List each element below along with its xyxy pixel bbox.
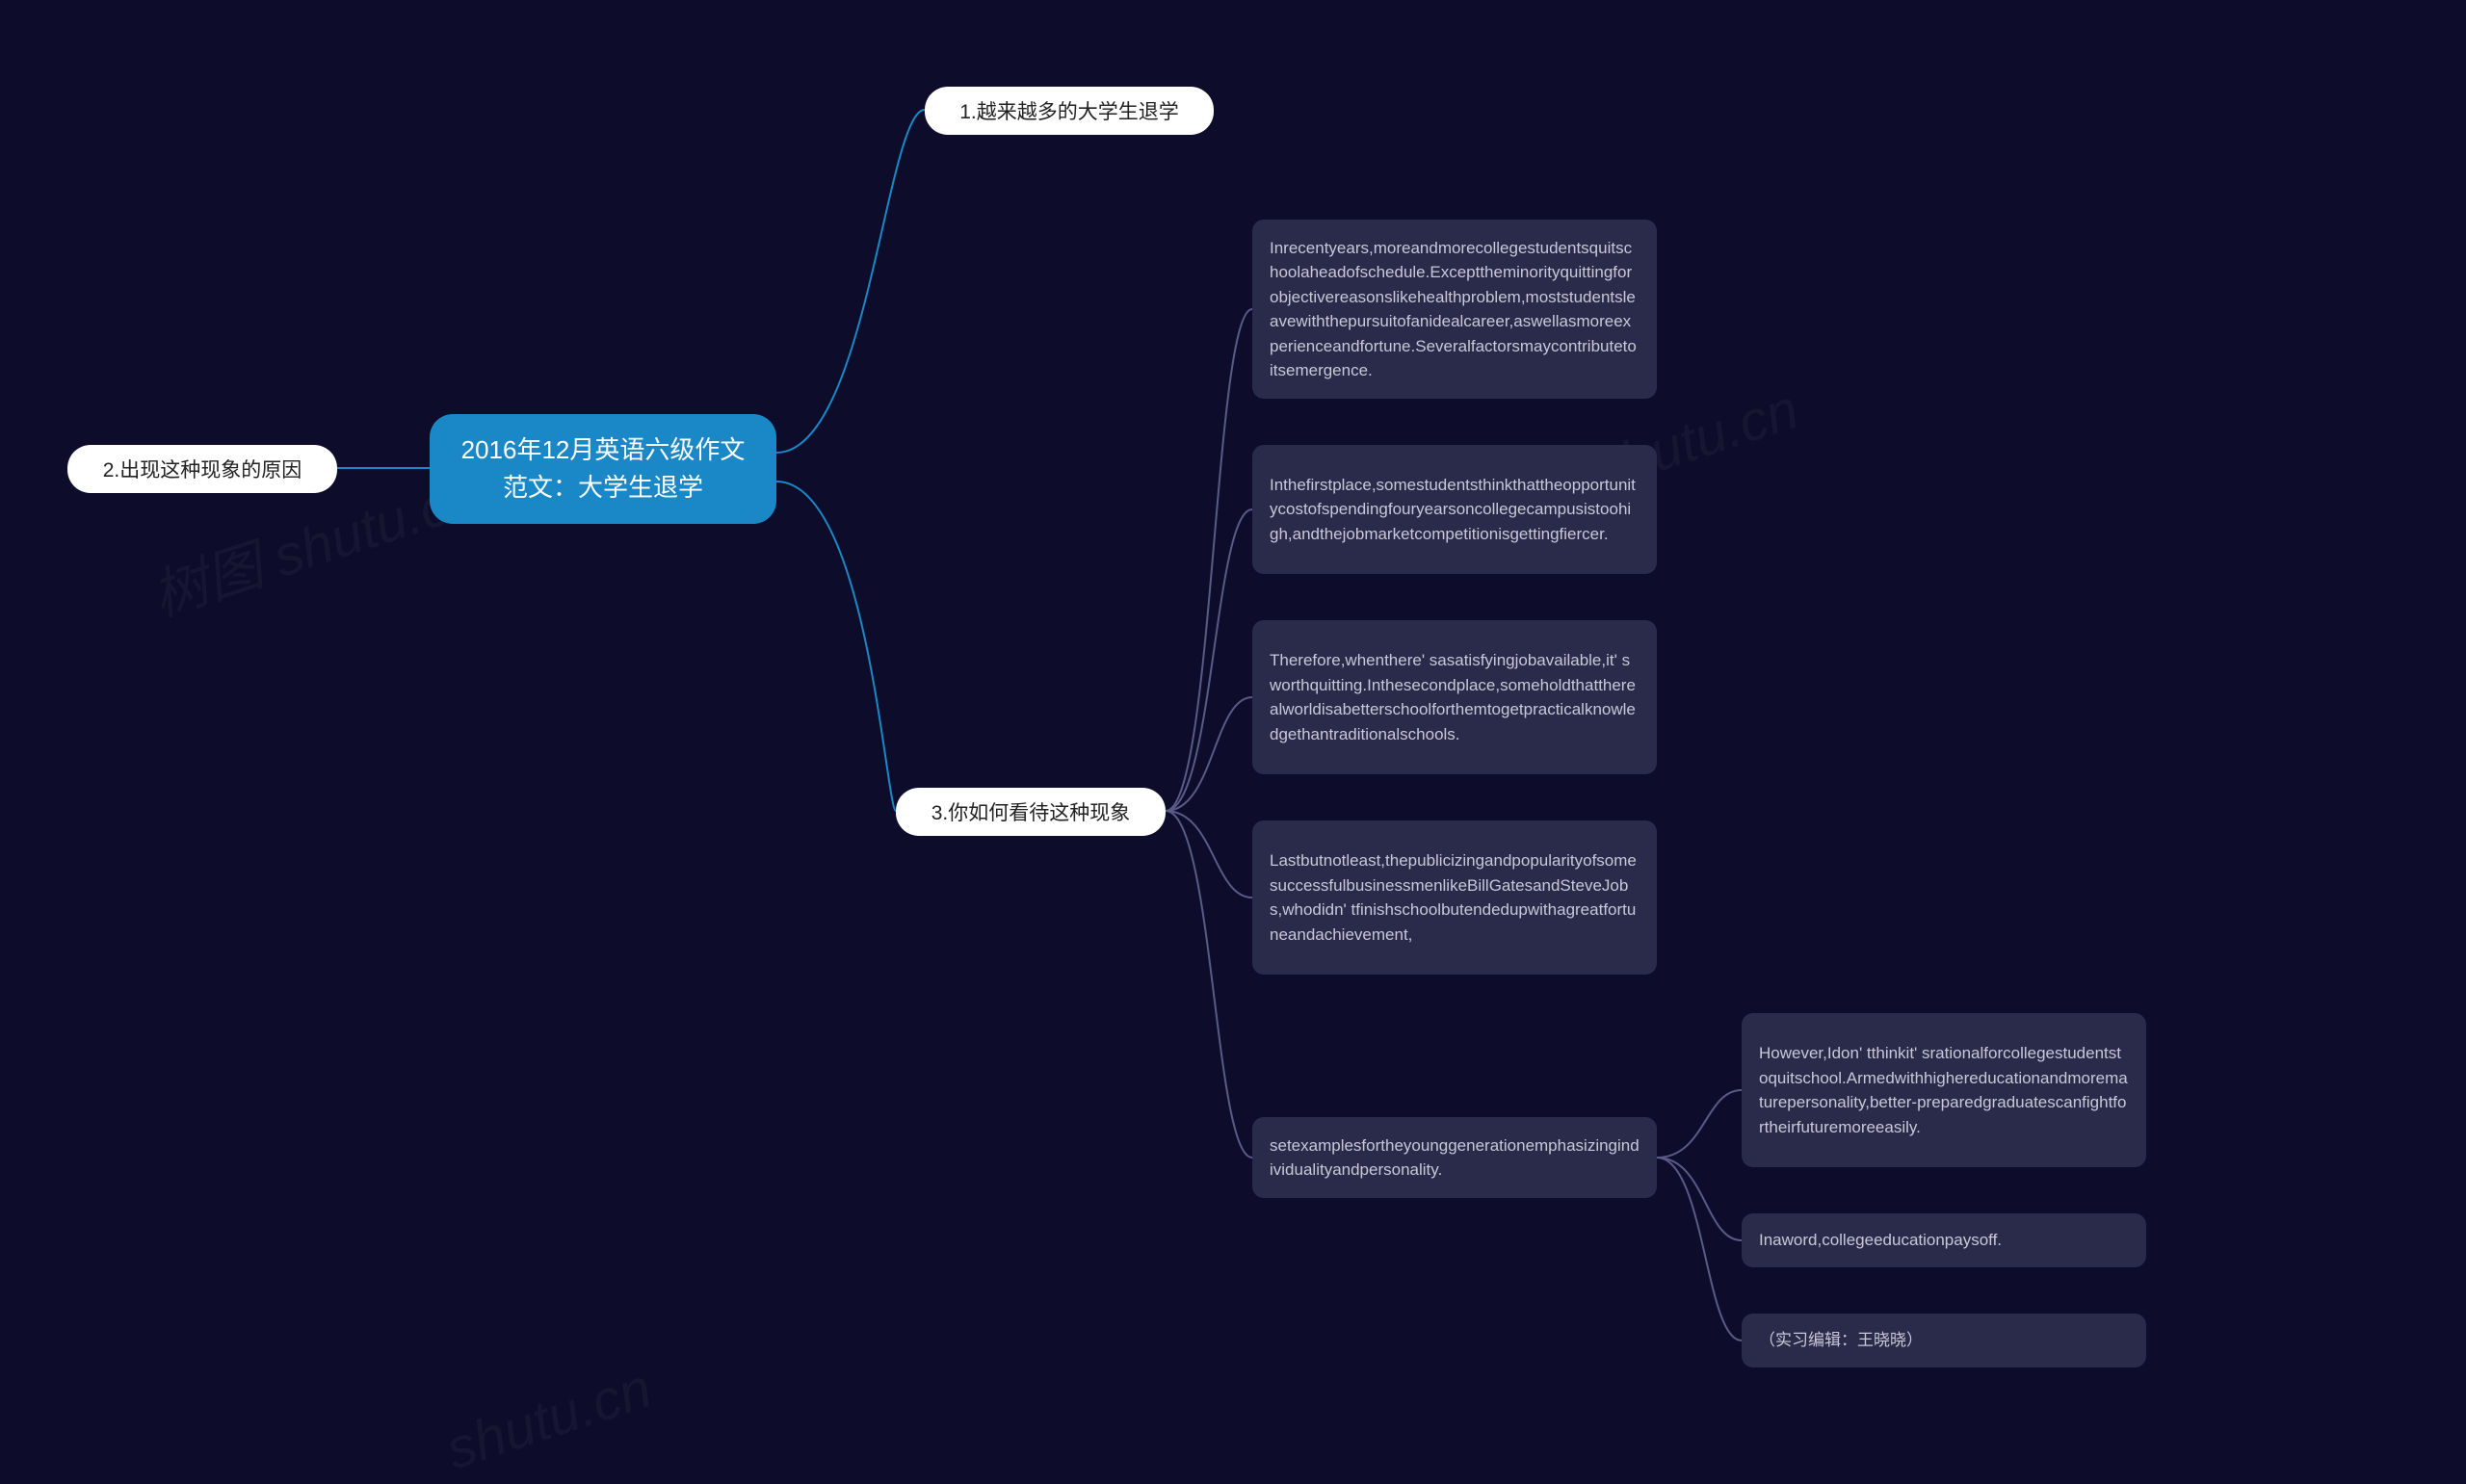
leaf-text: Therefore,whenthere' sasatisfyingjobavai… (1270, 648, 1640, 746)
leaf-node[interactable]: Lastbutnotleast,thepublicizingandpopular… (1252, 820, 1657, 975)
branch-node-2[interactable]: 2.出现这种现象的原因 (67, 445, 337, 493)
leaf-node[interactable]: （实习编辑：王晓晓） (1742, 1314, 2146, 1367)
leaf-text: Inaword,collegeeducationpaysoff. (1759, 1228, 2002, 1253)
leaf-text: （实习编辑：王晓晓） (1759, 1328, 1923, 1353)
leaf-node[interactable]: However,Idon' tthinkit' srationalforcoll… (1742, 1013, 2146, 1167)
leaf-node[interactable]: Therefore,whenthere' sasatisfyingjobavai… (1252, 620, 1657, 774)
leaf-node[interactable]: setexamplesfortheyounggenerationemphasiz… (1252, 1117, 1657, 1198)
root-label: 2016年12月英语六级作文 范文：大学生退学 (461, 431, 746, 507)
leaf-text: setexamplesfortheyounggenerationemphasiz… (1270, 1133, 1640, 1183)
leaf-text: Lastbutnotleast,thepublicizingandpopular… (1270, 848, 1640, 947)
branch-label: 1.越来越多的大学生退学 (959, 96, 1179, 125)
branch-node-1[interactable]: 1.越来越多的大学生退学 (925, 87, 1214, 135)
mindmap-root[interactable]: 2016年12月英语六级作文 范文：大学生退学 (430, 414, 776, 524)
leaf-node[interactable]: Inrecentyears,moreandmorecollegestudents… (1252, 220, 1657, 399)
leaf-text: However,Idon' tthinkit' srationalforcoll… (1759, 1041, 2129, 1139)
leaf-text: Inrecentyears,moreandmorecollegestudents… (1270, 236, 1640, 383)
leaf-node[interactable]: Inthefirstplace,somestudentsthinkthatthe… (1252, 445, 1657, 574)
branch-label: 2.出现这种现象的原因 (103, 455, 302, 483)
branch-node-3[interactable]: 3.你如何看待这种现象 (896, 788, 1166, 836)
watermark: shutu.cn (438, 1356, 659, 1482)
leaf-text: Inthefirstplace,somestudentsthinkthatthe… (1270, 473, 1640, 547)
leaf-node[interactable]: Inaword,collegeeducationpaysoff. (1742, 1213, 2146, 1267)
branch-label: 3.你如何看待这种现象 (931, 797, 1131, 826)
